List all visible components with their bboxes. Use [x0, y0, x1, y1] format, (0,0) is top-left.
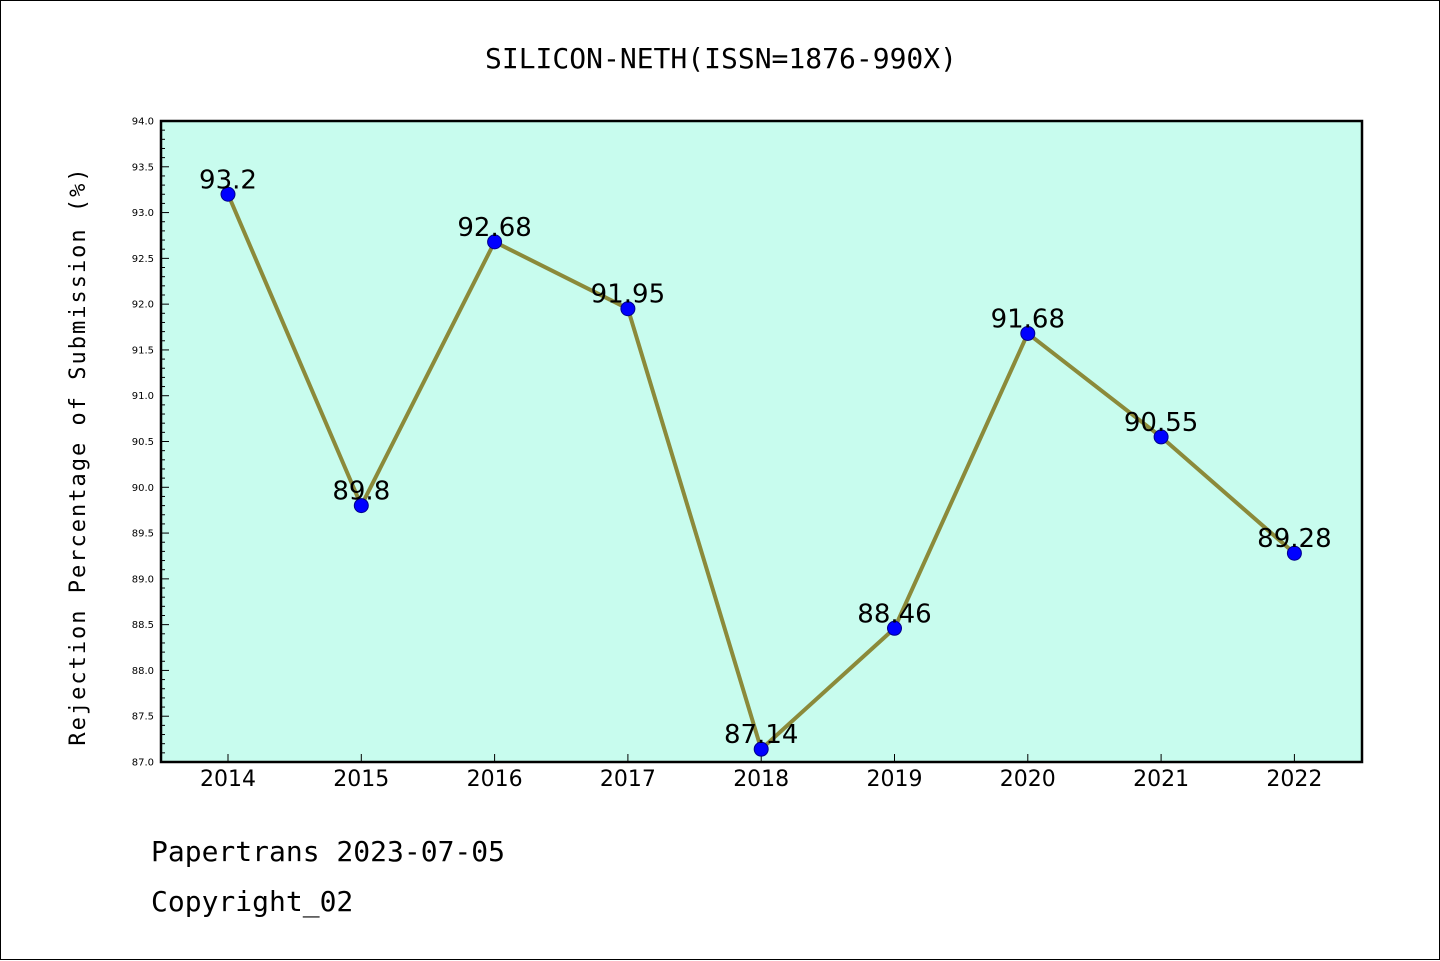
data-point	[753, 741, 769, 757]
data-label: 91.68	[991, 304, 1065, 334]
x-tick-label: 2020	[1000, 767, 1056, 792]
y-axis-ticks: 87.0 87.5 88.0 88.5 89.0 89.5 90.0 90.5 91.0 91.5…	[132, 117, 169, 769]
data-point	[220, 186, 236, 202]
data-point	[1153, 429, 1169, 445]
series	[220, 186, 1302, 757]
data-label: 87.14	[724, 720, 798, 750]
data-point	[1020, 325, 1036, 341]
y-tick-label: 92.5	[132, 254, 154, 265]
data-label: 92.68	[457, 213, 531, 243]
data-labels: 93.2 89.8 92.68 91.95 87.14 88.46 91.68 90.55 89…	[199, 165, 1332, 750]
footer-date-text: Papertrans 2023-07-05	[151, 835, 506, 868]
footer-copyright-text: Copyright_02	[151, 885, 354, 918]
x-tick-label: 2021	[1133, 767, 1189, 792]
data-point	[487, 234, 503, 250]
data-label: 89.8	[332, 477, 390, 507]
data-label: 90.55	[1124, 408, 1198, 438]
y-tick-label: 91.0	[132, 391, 154, 402]
x-tick-label: 2019	[867, 767, 923, 792]
data-label: 88.46	[857, 599, 931, 629]
y-tick-label: 93.5	[132, 162, 154, 173]
plot-area	[159, 119, 1364, 764]
y-tick-label: 87.0	[132, 758, 154, 769]
data-label: 89.28	[1257, 524, 1331, 554]
y-tick-label: 91.5	[132, 345, 154, 356]
y-tick-label: 88.0	[132, 666, 154, 677]
x-axis-ticks: 2014 2015 2016 2017 2018 2019 2020 2021 2022	[200, 754, 1322, 792]
y-tick-label: 93.0	[132, 208, 154, 219]
y-tick-label: 92.0	[132, 300, 154, 311]
x-tick-label: 2014	[200, 767, 256, 792]
y-tick-label: 89.0	[132, 574, 154, 585]
y-tick-label: 90.5	[132, 437, 154, 448]
x-tick-label: 2017	[600, 767, 656, 792]
y-axis-label: Rejection Percentage of Submission (%)	[66, 166, 91, 745]
y-tick-label: 88.5	[132, 620, 154, 631]
x-tick-label: 2018	[733, 767, 789, 792]
chart-title: SILICON-NETH(ISSN=1876-990X)	[485, 42, 957, 75]
y-tick-label: 89.5	[132, 529, 154, 540]
data-label: 93.2	[199, 165, 257, 195]
x-tick-label: 2016	[467, 767, 523, 792]
data-label: 91.95	[591, 280, 665, 310]
data-point	[1286, 545, 1302, 561]
y-tick-label: 90.0	[132, 483, 154, 494]
x-tick-label: 2015	[333, 767, 389, 792]
y-tick-label: 87.5	[132, 712, 154, 723]
y-tick-label: 94.0	[132, 117, 154, 128]
data-point	[353, 498, 369, 514]
x-tick-label: 2022	[1266, 767, 1322, 792]
data-point	[887, 620, 902, 636]
data-point	[620, 301, 636, 317]
